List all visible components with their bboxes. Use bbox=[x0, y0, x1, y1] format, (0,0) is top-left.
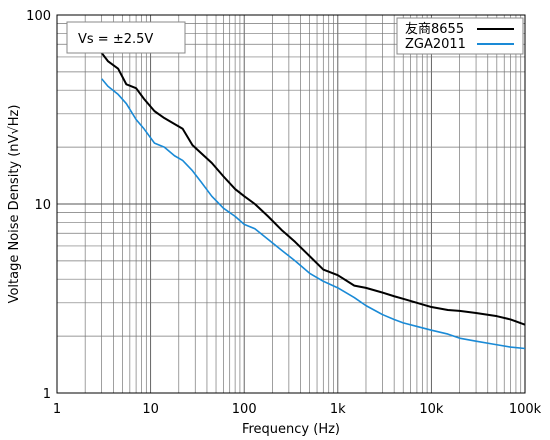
x-tick-label: 100 bbox=[232, 402, 257, 417]
legend: 友商8655 ZGA2011 bbox=[396, 17, 524, 55]
legend-label-series-2: ZGA2011 bbox=[405, 37, 466, 52]
supply-annotation: Vs = ±2.5V bbox=[66, 21, 186, 54]
y-tick-label: 100 bbox=[26, 9, 51, 24]
x-tick-label: 100k bbox=[509, 402, 542, 417]
y-tick-label: 1 bbox=[43, 387, 51, 402]
annotation-box bbox=[66, 21, 186, 54]
legend-box bbox=[396, 17, 524, 55]
x-tick-label: 1k bbox=[330, 402, 346, 417]
y-axis-title: Voltage Noise Density (nV√Hz) bbox=[7, 105, 22, 304]
x-axis-title: Frequency (Hz) bbox=[242, 422, 340, 437]
legend-label-series-1: 友商8655 bbox=[405, 21, 464, 37]
tick-labels: 1 10 100 1k 10k 100k 1 10 100 bbox=[26, 9, 541, 417]
x-tick-label: 10k bbox=[419, 402, 444, 417]
series-line-2 bbox=[101, 78, 526, 350]
series-line-1 bbox=[100, 52, 526, 326]
annotation-text: Vs = ±2.5V bbox=[78, 32, 153, 47]
series-layer bbox=[100, 52, 526, 350]
y-tick-label: 10 bbox=[34, 198, 51, 213]
x-tick-label: 1 bbox=[53, 402, 61, 417]
plot-frame bbox=[56, 14, 526, 394]
x-tick-label: 10 bbox=[142, 402, 159, 417]
